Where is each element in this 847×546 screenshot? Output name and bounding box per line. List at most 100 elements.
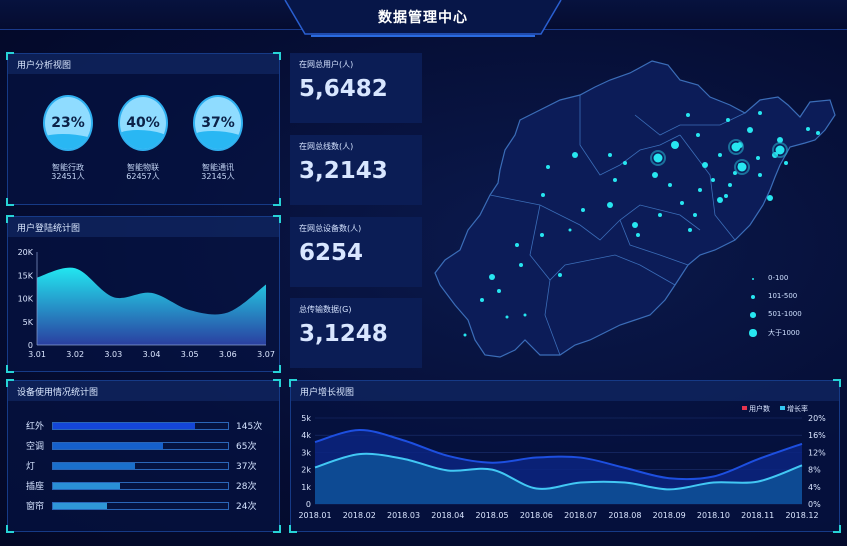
map-data-point[interactable] xyxy=(658,213,662,217)
legend-label: 大于1000 xyxy=(768,329,800,337)
panel-title: 用户登陆统计图 xyxy=(8,217,279,237)
x-tick-label: 3.04 xyxy=(143,350,161,359)
legend-label: 0-100 xyxy=(768,274,789,282)
map-data-point[interactable] xyxy=(668,183,672,187)
map-data-point[interactable] xyxy=(698,188,702,192)
stat-value: 5,6482 xyxy=(299,76,388,102)
category-count: 62457人 xyxy=(126,172,160,181)
map-data-point[interactable] xyxy=(568,228,572,232)
user-analysis-panel: 用户分析视图 23% 智能行政 32451人 40% 智能物联 62457人 37% 智能通讯… xyxy=(6,52,281,206)
map-data-point[interactable] xyxy=(541,193,545,197)
header-frame xyxy=(284,0,562,37)
map-data-point[interactable] xyxy=(747,127,753,133)
map-data-point[interactable] xyxy=(636,233,640,237)
y-left-tick-label: 2k xyxy=(301,466,311,475)
map-data-point[interactable] xyxy=(726,118,730,122)
map-data-point[interactable] xyxy=(632,222,638,228)
map-data-point[interactable] xyxy=(696,133,700,137)
map-data-point[interactable] xyxy=(756,156,760,160)
map-hotspot[interactable] xyxy=(731,142,741,152)
y-tick-label: 5K xyxy=(23,318,34,327)
device-name: 插座 xyxy=(26,482,45,492)
percent-ball: 37% xyxy=(193,95,243,151)
map-data-point[interactable] xyxy=(728,183,732,187)
x-tick-label: 2018.06 xyxy=(520,511,553,520)
stat-value: 6254 xyxy=(299,240,364,266)
map-data-point[interactable] xyxy=(711,178,715,182)
stat-card: 在网总线数(人) 3,2143 xyxy=(290,135,422,205)
map-data-point[interactable] xyxy=(608,153,612,157)
bar-fill xyxy=(53,443,164,449)
x-tick-label: 2018.10 xyxy=(697,511,730,520)
map-data-point[interactable] xyxy=(519,263,523,267)
login-area xyxy=(37,267,266,345)
x-tick-label: 2018.01 xyxy=(298,511,331,520)
map-hotspot-ring xyxy=(772,142,788,158)
map-data-point[interactable] xyxy=(489,274,495,280)
map-region-border xyxy=(489,194,701,241)
map-data-point[interactable] xyxy=(652,172,658,178)
legend-label: 用户数 xyxy=(749,404,770,413)
map-data-point[interactable] xyxy=(505,315,509,319)
map-data-point[interactable] xyxy=(463,333,467,337)
map-data-point[interactable] xyxy=(540,233,544,237)
map-data-point[interactable] xyxy=(767,195,773,201)
panel-title: 用户分析视图 xyxy=(8,54,279,74)
ball-label: 智能行政 32451人 xyxy=(33,163,103,181)
login-chart: 0 5K 10K 15K 20K 3.01 3.02 3.03 3.04 3.05 3.06 3.07 xyxy=(18,248,275,359)
ball-label: 智能物联 62457人 xyxy=(108,163,178,181)
map-data-point[interactable] xyxy=(777,137,783,143)
stat-card: 在网总设备数(人) 6254 xyxy=(290,217,422,287)
legend-dot-icon xyxy=(751,295,755,299)
device-bar-row: 插座 28次 xyxy=(23,480,273,492)
map-data-point[interactable] xyxy=(816,131,820,135)
category-count: 32451人 xyxy=(51,172,85,181)
percent-value: 40% xyxy=(126,115,160,131)
map-hotspot[interactable] xyxy=(775,145,785,155)
map-data-point[interactable] xyxy=(558,273,562,277)
map-data-point[interactable] xyxy=(523,313,527,317)
map-data-point[interactable] xyxy=(581,208,585,212)
map-data-point[interactable] xyxy=(784,161,788,165)
map-data-point[interactable] xyxy=(680,201,684,205)
ball-fill xyxy=(195,130,241,149)
x-tick-label: 3.07 xyxy=(257,350,275,359)
map-data-point[interactable] xyxy=(717,197,723,203)
map-hotspot[interactable] xyxy=(737,162,747,172)
legend-dot-icon xyxy=(751,277,755,281)
map-data-point[interactable] xyxy=(480,298,484,302)
y-right-tick-label: 8% xyxy=(808,466,821,475)
map-data-point[interactable] xyxy=(613,178,617,182)
region-map[interactable] xyxy=(430,55,840,365)
y-tick-label: 15K xyxy=(18,271,34,280)
map-data-point[interactable] xyxy=(572,152,578,158)
map-data-point[interactable] xyxy=(546,165,550,169)
map-data-point[interactable] xyxy=(623,161,627,165)
map-hotspot-ring xyxy=(650,150,666,166)
map-data-point[interactable] xyxy=(686,113,690,117)
map-data-point[interactable] xyxy=(497,289,501,293)
x-tick-label: 3.03 xyxy=(104,350,122,359)
map-data-point[interactable] xyxy=(607,202,613,208)
x-tick-label: 3.01 xyxy=(28,350,46,359)
map-data-point[interactable] xyxy=(758,111,762,115)
map-data-point[interactable] xyxy=(688,228,692,232)
map-data-point[interactable] xyxy=(693,213,697,217)
bar-track xyxy=(52,482,229,490)
device-count: 145次 xyxy=(236,422,263,432)
percent-value: 37% xyxy=(201,115,235,131)
y-left-tick-label: 0 xyxy=(306,500,311,509)
map-data-point[interactable] xyxy=(806,127,810,131)
map-data-point[interactable] xyxy=(515,243,519,247)
map-data-point[interactable] xyxy=(718,153,722,157)
map-data-point[interactable] xyxy=(702,162,708,168)
x-tick-label: 3.05 xyxy=(181,350,199,359)
category-name: 智能行政 xyxy=(52,163,84,172)
stat-label: 在网总用户(人) xyxy=(299,60,354,69)
stat-label: 在网总线数(人) xyxy=(299,142,354,151)
map-data-point[interactable] xyxy=(758,173,762,177)
map-data-point[interactable] xyxy=(671,141,679,149)
map-data-point[interactable] xyxy=(724,194,728,198)
legend-dot-icon xyxy=(750,312,756,318)
map-hotspot[interactable] xyxy=(653,153,663,163)
